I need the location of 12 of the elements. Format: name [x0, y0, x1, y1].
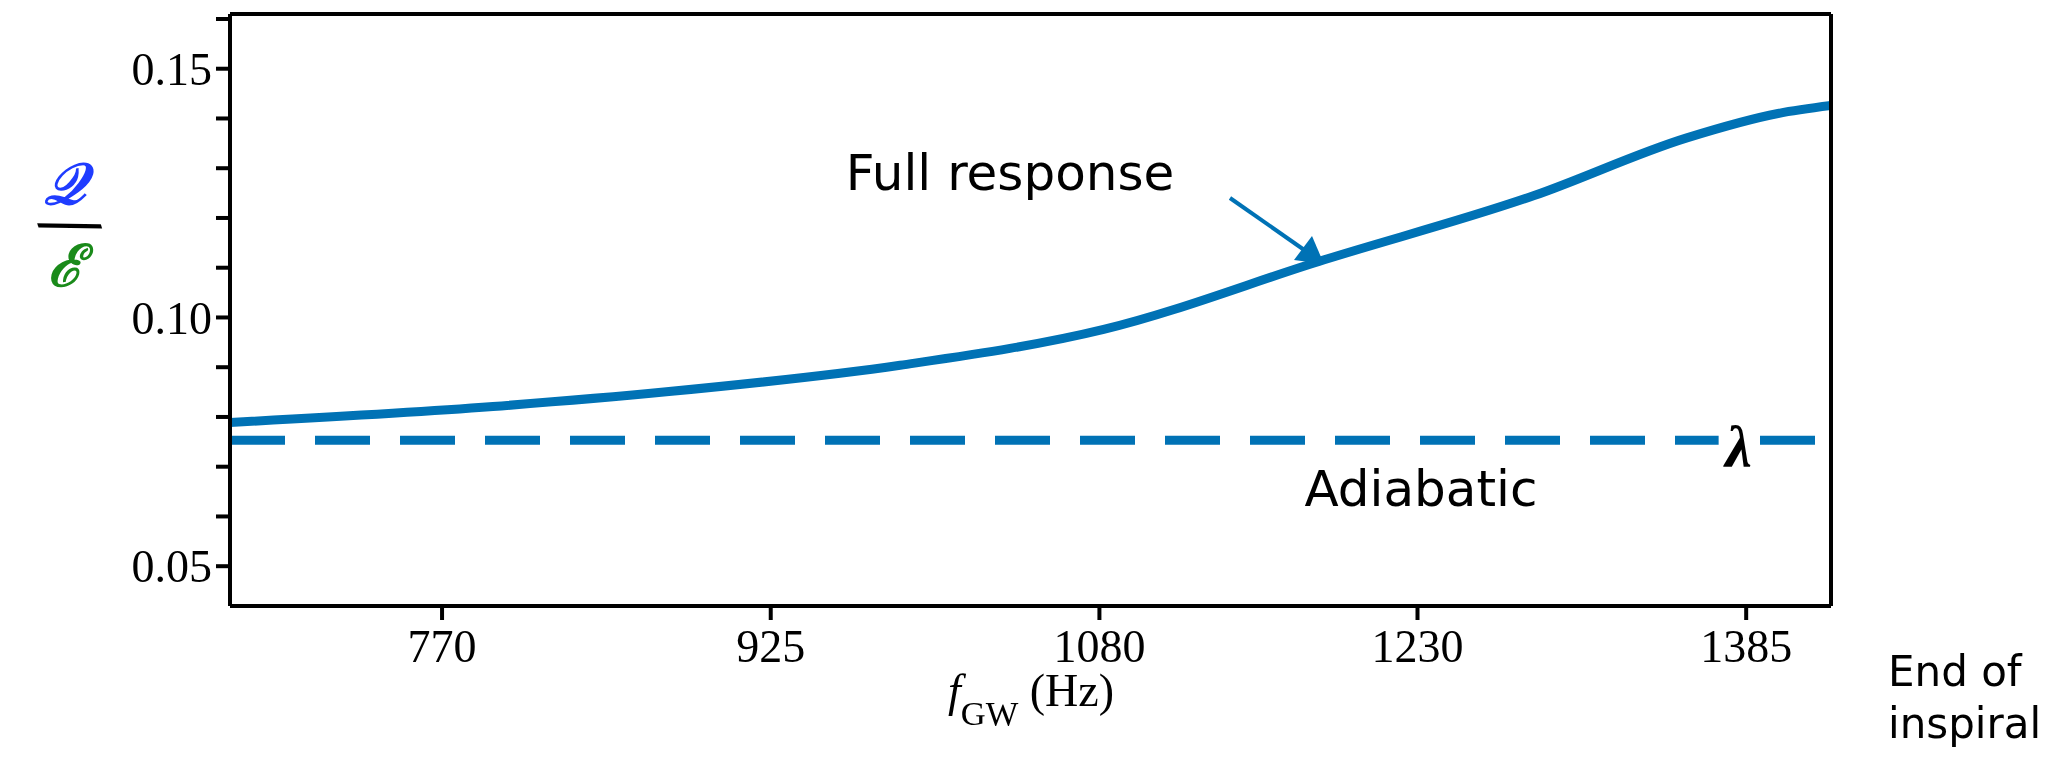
annotation: λ	[1722, 414, 1752, 481]
text: Full response	[845, 144, 1175, 202]
y-axis-title: 𝒬/ℰ	[19, 152, 122, 299]
x-tick-label: 1230	[1371, 621, 1464, 672]
series-label: Adiabatic	[1304, 460, 1538, 518]
x-tick-label: 770	[407, 621, 477, 672]
y-tick-label: 0.15	[131, 43, 212, 95]
y-tick-label: 0.10	[131, 292, 212, 344]
x-tick-label: 925	[736, 621, 806, 672]
y-tick-label: 0.05	[131, 541, 212, 593]
x-tick-label: 1385	[1700, 621, 1793, 672]
text: End of inspiral	[1888, 647, 2042, 748]
